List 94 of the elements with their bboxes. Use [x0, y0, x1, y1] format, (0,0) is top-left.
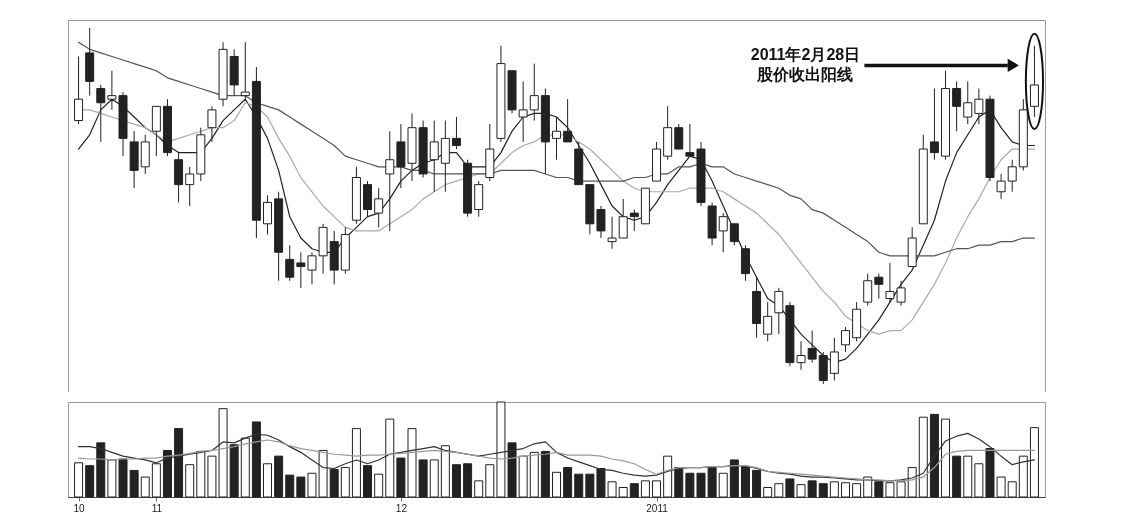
- bar: [563, 467, 573, 498]
- bar: [285, 474, 295, 498]
- bar: [907, 467, 917, 498]
- candlestick: [629, 209, 639, 232]
- candlestick: [996, 173, 1006, 200]
- candlestick: [1029, 45, 1039, 118]
- candlestick: [374, 187, 384, 228]
- bar: [485, 464, 495, 498]
- bar: [918, 416, 928, 498]
- x-tick-label: 11: [151, 502, 163, 514]
- bar: [763, 487, 773, 498]
- bar: [185, 464, 195, 498]
- x-tick-label: 2011: [646, 502, 669, 514]
- bar: [952, 455, 962, 498]
- bar: [574, 473, 584, 498]
- candlestick: [263, 194, 273, 235]
- bar: [385, 418, 395, 498]
- candlestick: [74, 55, 84, 125]
- annotation: 2011年2月28日: [750, 46, 861, 64]
- candlestick: [285, 244, 295, 282]
- bar: [540, 450, 550, 498]
- bar: [818, 483, 828, 498]
- bar: [162, 449, 172, 498]
- candlestick: [929, 88, 939, 161]
- candlestick: [451, 116, 461, 150]
- bar: [663, 455, 673, 498]
- candlestick: [1007, 159, 1017, 193]
- bar: [251, 421, 261, 498]
- bar: [929, 413, 939, 498]
- bar: [85, 465, 95, 498]
- bar: [474, 480, 484, 498]
- bar: [374, 473, 384, 498]
- candlestick: [207, 105, 217, 143]
- bar: [363, 465, 373, 498]
- bar: [941, 418, 951, 498]
- bar: [463, 463, 473, 498]
- candlestick: [596, 205, 606, 239]
- bar: [518, 455, 528, 498]
- candlestick: [607, 216, 617, 250]
- bar: [174, 428, 184, 498]
- candlestick: [874, 273, 884, 300]
- bar: [752, 469, 762, 498]
- bar: [585, 473, 595, 498]
- bar: [240, 437, 250, 498]
- candlestick: [763, 301, 773, 342]
- candlestick: [952, 80, 962, 132]
- candlestick: [718, 212, 728, 253]
- bar: [963, 455, 973, 498]
- bar: [74, 462, 84, 498]
- bar: [451, 464, 461, 498]
- candlestick: [552, 116, 561, 161]
- x-tick-label: 12: [395, 502, 408, 514]
- bar: [140, 476, 150, 498]
- bar: [351, 428, 361, 498]
- candlestick: [618, 198, 628, 239]
- bar: [729, 459, 739, 498]
- bar: [1007, 481, 1017, 498]
- bar: [1018, 455, 1028, 498]
- bar: [151, 463, 161, 498]
- bar: [196, 450, 206, 498]
- candlestick: [185, 166, 195, 207]
- bar: [529, 451, 539, 498]
- bar: [329, 468, 339, 498]
- bar: [674, 467, 684, 498]
- bar: [429, 459, 439, 498]
- bar: [852, 483, 862, 498]
- candlestick: [674, 123, 684, 150]
- bar: [552, 471, 561, 498]
- bar: [629, 483, 639, 498]
- bar: [229, 444, 239, 498]
- bar: [740, 466, 750, 498]
- bar: [440, 445, 450, 498]
- bar: [840, 482, 850, 498]
- bar: [274, 455, 284, 498]
- bar: [640, 480, 650, 498]
- candlestick: [963, 80, 973, 125]
- bar: [340, 467, 350, 498]
- bar: [263, 463, 273, 498]
- candlestick: [840, 326, 850, 353]
- candlestick: [729, 223, 739, 246]
- bar: [618, 487, 628, 498]
- bar: [874, 481, 884, 498]
- candlestick: [774, 287, 784, 335]
- bar: [96, 442, 106, 498]
- bar: [829, 481, 839, 498]
- candlestick: [863, 273, 873, 307]
- candlestick: [385, 130, 395, 232]
- bar: [774, 483, 784, 498]
- bar: [718, 472, 728, 498]
- x-tick-label: 10: [73, 502, 86, 514]
- bar: [1029, 427, 1039, 498]
- bar: [652, 480, 662, 498]
- annotation: 股价收出阳线: [756, 66, 854, 84]
- candlestick: [429, 120, 439, 193]
